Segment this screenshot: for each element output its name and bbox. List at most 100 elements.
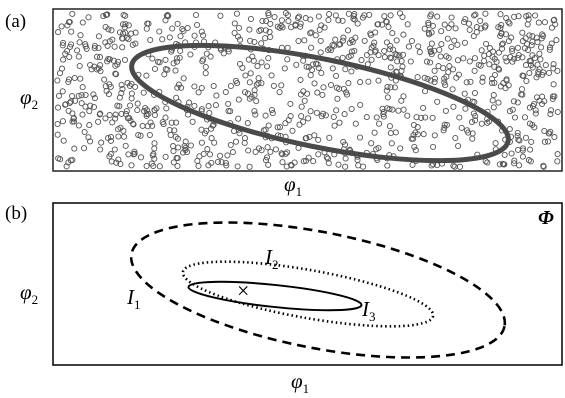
sample-point bbox=[340, 34, 347, 41]
sample-point bbox=[395, 107, 402, 114]
panel-b-frame bbox=[52, 202, 563, 366]
sample-point bbox=[116, 29, 124, 36]
sample-point bbox=[430, 143, 437, 150]
sample-point bbox=[251, 38, 258, 46]
sample-point bbox=[173, 94, 180, 101]
sample-point bbox=[502, 54, 509, 61]
sample-point bbox=[471, 67, 478, 74]
sample-point bbox=[258, 147, 265, 154]
sample-point bbox=[412, 147, 419, 154]
sample-point bbox=[498, 41, 506, 48]
sample-point bbox=[336, 119, 343, 126]
sample-point bbox=[413, 114, 420, 121]
sample-point bbox=[437, 53, 444, 60]
sample-point bbox=[225, 100, 232, 107]
sample-point bbox=[247, 37, 254, 44]
sample-point bbox=[411, 143, 418, 150]
sample-point bbox=[526, 32, 533, 39]
sample-point bbox=[278, 22, 285, 29]
sample-point bbox=[511, 157, 518, 164]
sample-point bbox=[399, 51, 407, 58]
sample-point bbox=[145, 110, 152, 117]
sample-point bbox=[528, 138, 535, 145]
sample-point bbox=[156, 28, 163, 35]
sample-point bbox=[511, 13, 518, 20]
sample-point bbox=[380, 113, 387, 120]
sample-point bbox=[358, 57, 365, 64]
sample-point bbox=[541, 19, 548, 26]
sample-point bbox=[162, 56, 169, 63]
sample-point bbox=[125, 36, 132, 43]
sample-point bbox=[497, 83, 504, 90]
sample-point bbox=[128, 90, 135, 97]
sample-point bbox=[77, 32, 84, 39]
sample-point bbox=[371, 129, 378, 136]
sample-point bbox=[340, 138, 347, 145]
sample-point bbox=[379, 105, 386, 112]
sample-point bbox=[79, 111, 86, 118]
sample-point bbox=[526, 69, 533, 77]
sample-point bbox=[519, 29, 526, 36]
sample-point bbox=[57, 156, 64, 163]
sample-point bbox=[55, 104, 62, 111]
sample-point bbox=[449, 66, 457, 73]
sample-point bbox=[518, 86, 526, 93]
sample-point bbox=[246, 26, 253, 33]
sample-point bbox=[348, 36, 355, 44]
sample-point bbox=[320, 84, 327, 91]
sample-point bbox=[191, 32, 198, 39]
sample-point bbox=[122, 142, 129, 149]
sample-point bbox=[359, 14, 366, 21]
sample-point bbox=[469, 130, 476, 137]
sample-point bbox=[467, 78, 474, 85]
sample-point bbox=[105, 91, 112, 98]
sample-point bbox=[465, 129, 472, 136]
sample-point bbox=[279, 159, 286, 166]
sample-point bbox=[524, 21, 531, 28]
sample-point bbox=[263, 154, 271, 161]
sample-point bbox=[443, 73, 450, 80]
sample-point bbox=[549, 93, 557, 100]
sample-point bbox=[478, 47, 485, 54]
sample-point bbox=[300, 158, 307, 165]
sample-point bbox=[303, 63, 310, 70]
sample-point bbox=[227, 141, 234, 149]
sample-point bbox=[135, 131, 142, 139]
sample-point bbox=[262, 35, 269, 42]
sample-point bbox=[176, 54, 183, 61]
sample-point bbox=[381, 13, 388, 20]
sample-point bbox=[515, 136, 522, 143]
sample-point bbox=[345, 80, 352, 87]
sample-point bbox=[54, 120, 61, 128]
sample-point bbox=[435, 63, 442, 70]
sample-point bbox=[347, 52, 354, 59]
sample-point bbox=[448, 21, 455, 28]
sample-point bbox=[102, 115, 109, 122]
sample-point bbox=[450, 103, 457, 110]
sample-point bbox=[96, 54, 104, 61]
sample-point bbox=[120, 127, 127, 134]
sample-point bbox=[214, 158, 222, 165]
sample-point bbox=[529, 121, 536, 128]
sample-point bbox=[318, 69, 325, 77]
sample-point bbox=[533, 74, 540, 81]
sample-point bbox=[546, 44, 554, 51]
sample-point bbox=[368, 56, 375, 63]
sample-point bbox=[515, 52, 522, 59]
sample-point bbox=[545, 69, 553, 76]
sample-point bbox=[539, 71, 546, 78]
sample-point bbox=[170, 148, 177, 155]
sample-point bbox=[254, 63, 261, 70]
sample-point bbox=[389, 30, 396, 37]
sample-point bbox=[458, 124, 465, 131]
sample-point bbox=[262, 126, 269, 133]
sample-point bbox=[101, 76, 108, 83]
sample-point bbox=[235, 96, 242, 103]
sample-point bbox=[545, 130, 552, 137]
sample-point bbox=[263, 63, 271, 70]
sample-point bbox=[387, 84, 394, 91]
sample-point bbox=[95, 44, 102, 52]
sample-point bbox=[470, 33, 477, 40]
sample-point bbox=[527, 158, 534, 165]
sample-point bbox=[58, 23, 65, 30]
